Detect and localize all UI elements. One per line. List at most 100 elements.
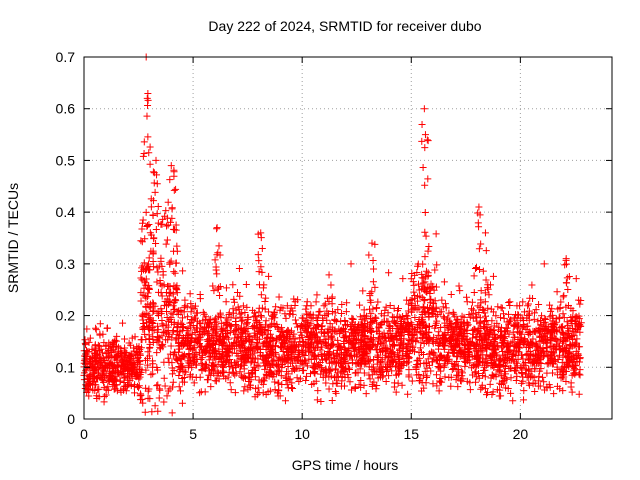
data-point bbox=[173, 324, 181, 332]
data-point bbox=[148, 408, 156, 416]
data-point bbox=[335, 325, 343, 333]
data-point bbox=[553, 288, 561, 296]
y-tick-label: 0.6 bbox=[56, 101, 76, 117]
data-point bbox=[421, 144, 429, 152]
data-point bbox=[410, 281, 418, 289]
data-point bbox=[454, 383, 462, 391]
data-point bbox=[164, 198, 172, 206]
data-point bbox=[177, 387, 185, 395]
data-point bbox=[374, 374, 382, 382]
data-point bbox=[169, 302, 177, 310]
data-point bbox=[139, 216, 147, 224]
data-point bbox=[94, 357, 102, 365]
data-point bbox=[106, 352, 114, 360]
data-point bbox=[298, 331, 306, 339]
data-point bbox=[196, 389, 204, 397]
data-point bbox=[349, 315, 357, 323]
data-point bbox=[186, 290, 194, 298]
y-tick-label: 0.2 bbox=[56, 308, 76, 324]
data-point bbox=[463, 298, 471, 306]
data-point bbox=[125, 366, 133, 374]
data-point bbox=[107, 348, 115, 356]
data-point bbox=[187, 308, 195, 316]
data-point bbox=[219, 324, 227, 332]
data-point bbox=[85, 392, 93, 400]
data-point bbox=[153, 210, 161, 218]
data-point bbox=[395, 313, 403, 321]
data-point bbox=[149, 211, 157, 219]
data-point bbox=[403, 296, 411, 304]
data-point bbox=[180, 374, 188, 382]
x-tick-label: 0 bbox=[80, 426, 88, 442]
data-point bbox=[119, 319, 127, 327]
data-point bbox=[177, 319, 185, 327]
data-point bbox=[403, 345, 411, 353]
data-point bbox=[232, 363, 240, 371]
data-point bbox=[139, 399, 147, 407]
data-point bbox=[178, 362, 186, 370]
data-point bbox=[466, 386, 474, 394]
data-point bbox=[135, 382, 143, 390]
data-point bbox=[126, 352, 134, 360]
x-tick-label: 15 bbox=[403, 426, 419, 442]
data-point bbox=[144, 394, 152, 402]
data-point bbox=[147, 203, 155, 211]
data-point bbox=[385, 269, 393, 277]
data-point bbox=[477, 385, 485, 393]
data-point bbox=[124, 381, 132, 389]
data-point bbox=[146, 266, 154, 274]
data-point bbox=[219, 368, 227, 376]
data-point bbox=[369, 340, 377, 348]
data-point bbox=[135, 384, 143, 392]
data-point bbox=[198, 367, 206, 375]
data-point bbox=[215, 242, 223, 250]
data-point bbox=[509, 397, 517, 405]
data-point bbox=[317, 398, 325, 406]
data-point bbox=[166, 176, 174, 184]
data-point bbox=[559, 310, 567, 318]
data-point bbox=[374, 298, 382, 306]
x-axis-label: GPS time / hours bbox=[292, 457, 399, 473]
data-point bbox=[426, 350, 434, 358]
data-point bbox=[432, 230, 440, 238]
data-point bbox=[257, 234, 265, 242]
data-point bbox=[343, 350, 351, 358]
data-point bbox=[164, 336, 172, 344]
data-point bbox=[422, 267, 430, 275]
data-point bbox=[479, 267, 487, 275]
data-point bbox=[368, 288, 376, 296]
data-point bbox=[368, 328, 376, 336]
data-point bbox=[319, 316, 327, 324]
data-point bbox=[348, 352, 356, 360]
data-point bbox=[144, 292, 152, 300]
data-point bbox=[477, 240, 485, 248]
data-point bbox=[142, 294, 150, 302]
data-point bbox=[356, 365, 364, 373]
data-point bbox=[258, 245, 266, 253]
data-point bbox=[371, 313, 379, 321]
data-point bbox=[207, 383, 215, 391]
data-point bbox=[488, 371, 496, 379]
data-point bbox=[306, 332, 314, 340]
data-point bbox=[293, 354, 301, 362]
data-point bbox=[86, 371, 94, 379]
data-point bbox=[216, 309, 224, 317]
data-point bbox=[323, 341, 331, 349]
data-point bbox=[447, 382, 455, 390]
data-point bbox=[229, 305, 237, 313]
data-point bbox=[210, 326, 218, 334]
data-point bbox=[153, 180, 161, 188]
data-point bbox=[332, 389, 340, 397]
data-point bbox=[239, 302, 247, 310]
data-point bbox=[225, 341, 233, 349]
data-point bbox=[111, 336, 119, 344]
data-point bbox=[135, 347, 143, 355]
data-point bbox=[328, 397, 336, 405]
data-point bbox=[159, 268, 167, 276]
data-point bbox=[386, 329, 394, 337]
data-point bbox=[282, 314, 290, 322]
data-point bbox=[131, 381, 139, 389]
data-point bbox=[170, 318, 178, 326]
data-point bbox=[294, 296, 302, 304]
data-point bbox=[359, 287, 367, 295]
